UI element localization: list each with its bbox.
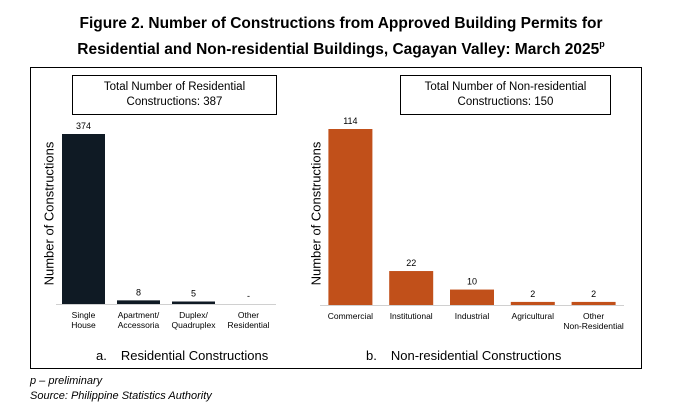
nonresidential-category-label: Institutional [390, 311, 433, 321]
nonresidential-caption-text: Non-residential Constructions [390, 348, 562, 363]
footnotes: p – preliminary Source: Philippine Stati… [30, 374, 212, 404]
nonresidential-data-label: 2 [591, 289, 596, 299]
nonresidential-bar [389, 271, 434, 305]
nonresidential-caption-letter: b. [366, 348, 377, 363]
nonresidential-bar [328, 129, 373, 305]
residential-bar [62, 134, 105, 304]
nonresidential-category-label: Other [583, 311, 604, 321]
nonresidential-category-label: Commercial [328, 311, 373, 321]
nonresidential-bar [571, 301, 616, 305]
title-line-2: Residential and Non-residential Building… [0, 34, 682, 60]
nonresidential-category-label: Agricultural [512, 311, 555, 321]
residential-data-label: 374 [76, 121, 91, 131]
nonresidential-caption: b. Non-residential Constructions [366, 348, 561, 363]
residential-caption: a. Residential Constructions [96, 348, 268, 363]
residential-bar [117, 300, 160, 304]
residential-category-label: Residential [227, 320, 269, 330]
nonresidential-total-line1: Total Number of Non-residential [424, 81, 587, 93]
title-line-1: Figure 2. Number of Constructions from A… [79, 15, 603, 32]
residential-category-label: Quadruplex [172, 320, 217, 330]
residential-data-label: - [247, 291, 250, 301]
nonresidential-total-box: Total Number of Non-residential Construc… [400, 75, 611, 115]
nonresidential-data-label: 22 [406, 258, 416, 268]
nonresidential-total-line2: Constructions: 150 [457, 96, 554, 108]
nonresidential-data-label: 2 [530, 289, 535, 299]
residential-total-line2: Constructions: 387 [126, 96, 223, 108]
nonresidential-category-label: Industrial [455, 311, 490, 321]
residential-caption-letter: a. [96, 348, 107, 363]
nonresidential-bar [510, 301, 555, 305]
title-superscript: p [599, 39, 605, 49]
chart-title: Figure 2. Number of Constructions from A… [0, 14, 682, 60]
footnote-source: Source: Philippine Statistics Authority [30, 390, 212, 402]
residential-total-box: Total Number of Residential Construction… [72, 75, 277, 115]
residential-data-label: 5 [191, 289, 196, 299]
residential-category-label: Apartment/ [118, 310, 160, 320]
chart-frame [30, 67, 642, 369]
residential-caption-text: Residential Constructions [120, 348, 269, 363]
residential-data-label: 8 [136, 287, 141, 297]
footnote-preliminary: p – preliminary [30, 375, 103, 387]
residential-total-line1: Total Number of Residential [103, 81, 246, 93]
nonresidential-category-label: Non-Residential [563, 321, 624, 331]
nonresidential-bar [450, 289, 494, 305]
residential-category-label: House [71, 320, 96, 330]
title-line-2-text: Residential and Non-residential Building… [77, 41, 600, 58]
residential-category-label: Single [72, 310, 96, 320]
residential-category-label: Duplex/ [179, 310, 208, 320]
residential-bar [172, 301, 215, 304]
nonresidential-data-label: 114 [343, 116, 357, 126]
residential-category-label: Accessoria [118, 320, 160, 330]
residential-category-label: Other [238, 310, 259, 320]
nonresidential-data-label: 10 [467, 277, 477, 287]
